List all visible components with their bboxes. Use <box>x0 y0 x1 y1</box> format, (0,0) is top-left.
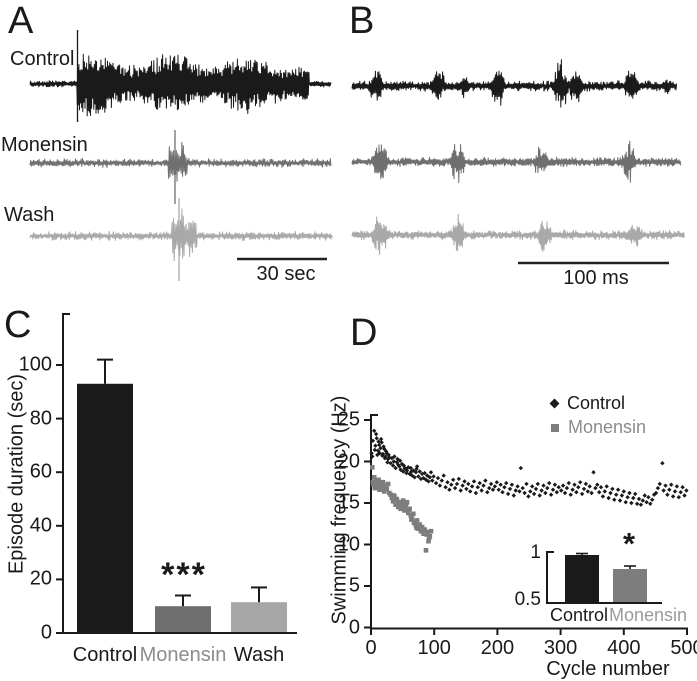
panel-c-ytick-0: 0 <box>40 621 52 644</box>
legend-label-control: Control <box>567 393 626 413</box>
panel-c-ytick-20: 20 <box>29 567 52 590</box>
panel-d-ytick-20: 20 <box>337 450 360 472</box>
panel-c-bar-monensin <box>155 606 211 632</box>
panel-d-ytick-5: 5 <box>348 574 360 597</box>
panel-d-ytick-10: 10 <box>337 533 360 555</box>
panel-a-trace-monensin <box>29 141 332 182</box>
panel-a-label: A <box>8 0 34 42</box>
inset-bar-control <box>565 555 599 602</box>
inset-ytick-0-5: 0.5 <box>514 589 541 610</box>
panel-c-label: C <box>4 304 32 346</box>
legend-label-monensin: Monensin <box>568 417 647 437</box>
trace-label-wash: Wash <box>4 204 55 226</box>
panel-d-xtick-300: 300 <box>543 637 578 659</box>
panel-a-trace-control <box>29 53 332 117</box>
panel-c-bar-control <box>77 383 133 632</box>
panel-c-ytick-40: 40 <box>29 514 52 537</box>
control-diamond-marker-icon <box>549 398 560 409</box>
panel-b-trace-monensin <box>351 140 682 184</box>
panel-d-xtick-400: 400 <box>607 637 641 659</box>
inset-category-monensin: Monensin <box>608 605 688 625</box>
panel-d-ytick-15: 15 <box>337 491 360 514</box>
trace-label-monensin: Monensin <box>1 134 88 156</box>
significance-star-inset: * <box>622 526 636 561</box>
legend-item-monensin: Monensin <box>551 417 647 437</box>
panel-c-category-monensin: Monensin <box>139 644 227 666</box>
panel-b-trace-control <box>351 59 678 108</box>
trace-label-control: Control <box>10 48 75 70</box>
legend-item-control: Control <box>549 393 646 413</box>
panel-d-x-axis-label: Cycle number <box>546 658 670 680</box>
panel-c-ytick-80: 80 <box>29 407 52 430</box>
significance-stars-monensin-bar: *** <box>161 556 207 594</box>
panel-d-xtick-500: 500 <box>670 637 697 659</box>
panel-b-label: B <box>349 0 375 42</box>
panel-a-trace-wash <box>29 208 333 262</box>
panel-d-xtick-0: 0 <box>365 637 377 659</box>
panel-b-trace-wash <box>351 213 685 256</box>
scatter-series-control <box>369 428 689 507</box>
panel-d-legend: Control Monensin <box>549 393 647 437</box>
panel-d-xtick-200: 200 <box>480 637 515 659</box>
inset-bar-monensin <box>613 569 647 602</box>
inset-ytick-1: 1 <box>530 542 541 563</box>
panel-c-ytick-60: 60 <box>29 460 52 483</box>
inset-category-control: Control <box>549 605 609 625</box>
monensin-square-marker-icon <box>551 423 559 432</box>
scalebar-a-label: 30 sec <box>256 263 316 285</box>
panel-c-y-axis-label: Episode duration (sec) <box>5 373 28 575</box>
panel-c-bar-wash <box>231 602 287 632</box>
scalebar-b-label: 100 ms <box>563 267 629 289</box>
panel-d-ytick-25: 25 <box>337 408 360 431</box>
panel-d-label: D <box>350 312 378 354</box>
panel-c-category-control: Control <box>72 644 138 666</box>
panel-c-category-wash: Wash <box>233 644 285 666</box>
panel-c-ytick-100: 100 <box>18 353 52 376</box>
panel-d-xtick-100: 100 <box>417 637 451 659</box>
scatter-series-monensin <box>370 465 434 553</box>
panel-d-ytick-0: 0 <box>348 616 360 638</box>
